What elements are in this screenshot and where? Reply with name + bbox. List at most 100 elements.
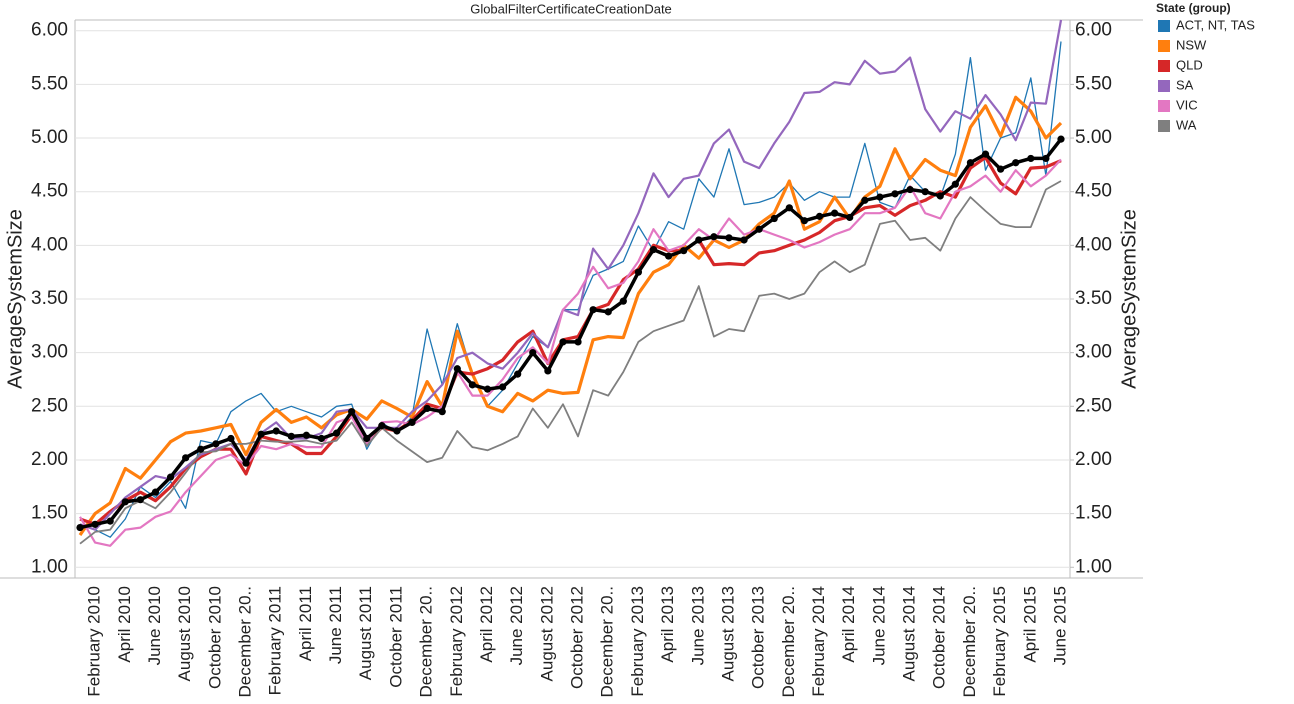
point-marker <box>242 459 250 467</box>
point-marker <box>151 488 160 496</box>
point-marker <box>695 236 703 244</box>
x-tick-label: October 2013 <box>749 586 768 689</box>
point-marker <box>363 434 371 443</box>
point-marker <box>559 338 567 346</box>
point-marker <box>800 217 809 225</box>
point-marker <box>438 408 446 416</box>
legend-swatch <box>1158 20 1170 32</box>
point-marker <box>831 209 839 217</box>
x-tick-label: April 2013 <box>658 586 677 663</box>
x-tick-label: June 2013 <box>688 586 707 665</box>
point-marker <box>1057 135 1065 143</box>
point-marker <box>981 150 990 158</box>
point-marker <box>710 233 718 241</box>
x-tick-label: February 2015 <box>990 586 1009 697</box>
point-marker <box>227 434 235 443</box>
y2-tick-label: 4.00 <box>1075 234 1112 255</box>
y-axis-title: AverageSystemSize <box>4 209 26 389</box>
y-tick-label: 5.00 <box>31 127 68 148</box>
point-marker <box>997 165 1005 173</box>
point-marker <box>348 408 356 416</box>
legend-label: QLD <box>1176 57 1203 72</box>
point-marker <box>468 381 476 389</box>
y2-tick-label: 5.00 <box>1075 127 1112 148</box>
x-tick-label: April 2012 <box>477 586 496 663</box>
x-tick-label: February 2013 <box>628 586 647 697</box>
series-line <box>79 155 1062 526</box>
y-tick-label: 5.50 <box>31 73 68 94</box>
y-tick-label: 6.00 <box>31 20 68 41</box>
point-marker <box>665 252 673 260</box>
y-tick-label: 1.00 <box>31 556 68 577</box>
point-marker <box>317 434 326 443</box>
x-tick-label: June 2010 <box>145 586 164 665</box>
legend-title: State (group) <box>1156 1 1231 15</box>
point-marker <box>861 196 869 204</box>
legend-swatch <box>1158 120 1170 132</box>
point-marker <box>815 212 824 220</box>
point-marker <box>514 370 522 378</box>
x-tick-label: June 2012 <box>507 586 526 665</box>
legend-swatch <box>1158 40 1170 52</box>
point-marker <box>91 520 99 528</box>
point-marker <box>197 445 205 453</box>
chart-title: GlobalFilterCertificateCreationDate <box>470 1 672 16</box>
point-marker <box>272 427 280 435</box>
point-marker <box>393 427 401 435</box>
x-tick-label: August 2014 <box>900 586 919 681</box>
y2-tick-label: 3.50 <box>1075 288 1112 309</box>
y2-tick-label: 1.00 <box>1075 556 1112 577</box>
y2-tick-label: 6.00 <box>1075 20 1112 41</box>
legend-label: NSW <box>1176 37 1207 52</box>
x-tick-label: February 2010 <box>85 586 104 697</box>
point-marker <box>649 246 658 254</box>
point-marker <box>785 204 793 212</box>
x-tick-label: December 20.. <box>235 586 254 698</box>
x-tick-label: April 2014 <box>839 586 858 663</box>
y2-tick-label: 4.50 <box>1075 181 1112 202</box>
y2-tick-label: 1.50 <box>1075 503 1112 524</box>
y-tick-label: 2.50 <box>31 395 68 416</box>
y-tick-label: 4.50 <box>31 181 68 202</box>
x-tick-label: December 20.. <box>598 586 617 698</box>
legend-label: WA <box>1176 117 1197 132</box>
point-marker <box>846 213 854 222</box>
point-marker <box>891 190 899 198</box>
y2-tick-label: 2.00 <box>1075 449 1112 470</box>
y2-axis-title: AverageSystemSize <box>1118 209 1140 389</box>
point-marker <box>921 188 929 196</box>
x-tick-label: April 2011 <box>296 586 315 661</box>
legend-label: SA <box>1176 77 1194 92</box>
point-marker <box>1042 154 1050 163</box>
x-tick-label: December 20.. <box>417 586 436 698</box>
point-marker <box>951 180 959 188</box>
x-tick-label: October 2012 <box>568 586 587 689</box>
point-marker <box>876 193 884 201</box>
y-tick-label: 2.00 <box>31 449 68 470</box>
point-marker <box>332 429 341 437</box>
x-tick-label: December 20.. <box>960 586 979 698</box>
x-tick-label: August 2011 <box>356 586 375 680</box>
point-marker <box>287 432 295 440</box>
x-tick-label: June 2015 <box>1050 586 1069 665</box>
x-tick-label: June 2011 <box>326 586 345 664</box>
series-line <box>78 95 1063 537</box>
point-marker <box>936 192 944 200</box>
point-marker <box>906 185 914 194</box>
point-marker <box>1012 159 1020 167</box>
x-tick-label: February 2012 <box>447 586 466 697</box>
point-marker <box>378 422 386 430</box>
point-marker <box>483 385 492 393</box>
point-marker <box>166 473 175 481</box>
point-marker <box>755 225 763 233</box>
point-marker <box>544 367 552 375</box>
point-marker <box>634 268 643 276</box>
x-tick-label: February 2014 <box>809 586 828 697</box>
point-marker <box>740 236 748 244</box>
point-marker <box>257 430 265 438</box>
y-tick-label: 1.50 <box>31 503 68 524</box>
legend-swatch <box>1158 100 1170 112</box>
legend-label: ACT, NT, TAS <box>1176 17 1255 32</box>
point-marker <box>680 247 688 255</box>
